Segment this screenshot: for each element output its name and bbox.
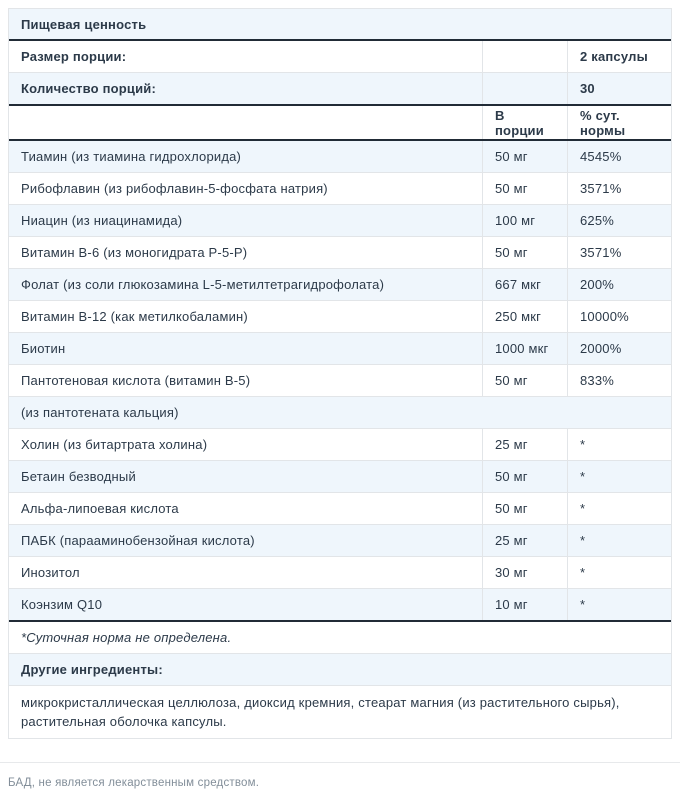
- nutrient-daily-value: *: [567, 429, 671, 460]
- nutrient-row: ПАБК (парааминобензойная кислота) 25 мг …: [9, 525, 671, 557]
- nutrient-amount: 50 мг: [482, 237, 567, 268]
- nutrient-daily-value: 10000%: [567, 301, 671, 332]
- serving-size-row: Размер порции: 2 капсулы: [9, 41, 671, 73]
- nutrient-daily-value: 200%: [567, 269, 671, 300]
- nutrient-daily-value: 2000%: [567, 333, 671, 364]
- nutrient-name: ПАБК (парааминобензойная кислота): [21, 533, 255, 548]
- nutrient-amount: 250 мкг: [482, 301, 567, 332]
- nutrient-amount: 50 мг: [482, 461, 567, 492]
- nutrient-row: Бетаин безводный 50 мг *: [9, 461, 671, 493]
- nutrient-amount: 10 мг: [482, 589, 567, 620]
- nutrient-name: Витамин B-12 (как метилкобаламин): [21, 309, 248, 324]
- other-ingredients-text: микрокристаллическая целлюлоза, диоксид …: [21, 695, 620, 729]
- nutrient-daily-value: 625%: [567, 205, 671, 236]
- nutrient-daily-value: *: [567, 493, 671, 524]
- nutrient-name: Коэнзим Q10: [21, 597, 103, 612]
- nutrient-amount: 25 мг: [482, 525, 567, 556]
- servings-count-spacer: [482, 73, 567, 104]
- column-header-daily-value: % сут. нормы: [567, 106, 671, 139]
- nutrient-daily-value: *: [567, 525, 671, 556]
- nutrient-name: Инозитол: [21, 565, 80, 580]
- nutrient-daily-value: 4545%: [567, 141, 671, 172]
- nutrient-amount: 50 мг: [482, 365, 567, 396]
- nutrient-row: Витамин B-6 (из моногидрата P-5-P) 50 мг…: [9, 237, 671, 269]
- nutrient-name: Рибофлавин (из рибофлавин-5-фосфата натр…: [21, 181, 328, 196]
- nutrient-subrow: (из пантотената кальция): [9, 397, 671, 429]
- nutrient-row: Биотин 1000 мкг 2000%: [9, 333, 671, 365]
- nutrient-amount: 50 мг: [482, 141, 567, 172]
- disclaimer-text: БАД, не является лекарственным средством…: [8, 777, 260, 789]
- nutrient-row: Холин (из битартрата холина) 25 мг *: [9, 429, 671, 461]
- nutrient-name: (из пантотената кальция): [21, 405, 179, 420]
- column-header-amount: В порции: [482, 106, 567, 139]
- nutrient-amount: 100 мг: [482, 205, 567, 236]
- nutrient-name: Биотин: [21, 341, 66, 356]
- column-header-spacer: [9, 106, 482, 139]
- nutrient-daily-value: *: [567, 461, 671, 492]
- nutrient-row: Фолат (из соли глюкозамина L-5-метилтетр…: [9, 269, 671, 301]
- other-ingredients-row: микрокристаллическая целлюлоза, диоксид …: [9, 686, 671, 739]
- nutrient-daily-value: *: [567, 589, 671, 620]
- nutrient-name: Альфа-липоевая кислота: [21, 501, 179, 516]
- nutrient-amount: 25 мг: [482, 429, 567, 460]
- nutrition-facts-table: Пищевая ценность Размер порции: 2 капсул…: [8, 8, 672, 739]
- nutrient-name: Витамин B-6 (из моногидрата P-5-P): [21, 245, 248, 260]
- nutrient-daily-value: 3571%: [567, 173, 671, 204]
- section-divider: [0, 762, 680, 763]
- nutrient-row: Альфа-липоевая кислота 50 мг *: [9, 493, 671, 525]
- nutrient-row: Рибофлавин (из рибофлавин-5-фосфата натр…: [9, 173, 671, 205]
- nutrient-name: Пантотеновая кислота (витамин B-5): [21, 373, 251, 388]
- nutrient-name: Холин (из битартрата холина): [21, 437, 208, 452]
- nutrient-amount: 50 мг: [482, 173, 567, 204]
- nutrient-daily-value: *: [567, 557, 671, 588]
- nutrient-name: Бетаин безводный: [21, 469, 136, 484]
- servings-count-value: 30: [567, 73, 671, 104]
- other-ingredients-header-row: Другие ингредиенты:: [9, 654, 671, 686]
- nutrient-row: Тиамин (из тиамина гидрохлорида) 50 мг 4…: [9, 141, 671, 173]
- servings-count-row: Количество порций: 30: [9, 73, 671, 106]
- nutrient-amount: 1000 мкг: [482, 333, 567, 364]
- other-ingredients-label: Другие ингредиенты:: [21, 662, 163, 677]
- nutrient-row: Коэнзим Q10 10 мг *: [9, 589, 671, 622]
- footnote-text: *Суточная норма не определена.: [21, 630, 232, 645]
- column-header-row: В порции % сут. нормы: [9, 106, 671, 141]
- table-title: Пищевая ценность: [21, 16, 147, 32]
- nutrient-daily-value: 3571%: [567, 237, 671, 268]
- nutrient-amount: 30 мг: [482, 557, 567, 588]
- footnote-row: *Суточная норма не определена.: [9, 622, 671, 654]
- servings-count-label: Количество порций:: [21, 81, 157, 96]
- nutrient-row: Ниацин (из ниацинамида) 100 мг 625%: [9, 205, 671, 237]
- nutrient-amount: 50 мг: [482, 493, 567, 524]
- nutrient-row: Инозитол 30 мг *: [9, 557, 671, 589]
- nutrient-name: Фолат (из соли глюкозамина L-5-метилтетр…: [21, 277, 385, 292]
- serving-size-spacer: [482, 41, 567, 72]
- nutrient-row: Пантотеновая кислота (витамин B-5) 50 мг…: [9, 365, 671, 397]
- nutrient-amount: 667 мкг: [482, 269, 567, 300]
- serving-size-value: 2 капсулы: [567, 41, 671, 72]
- nutrient-row: Витамин B-12 (как метилкобаламин) 250 мк…: [9, 301, 671, 333]
- nutrient-daily-value: 833%: [567, 365, 671, 396]
- nutrient-name: Тиамин (из тиамина гидрохлорида): [21, 149, 242, 164]
- table-title-row: Пищевая ценность: [9, 9, 671, 41]
- nutrient-name: Ниацин (из ниацинамида): [21, 213, 183, 228]
- serving-size-label: Размер порции:: [21, 49, 127, 64]
